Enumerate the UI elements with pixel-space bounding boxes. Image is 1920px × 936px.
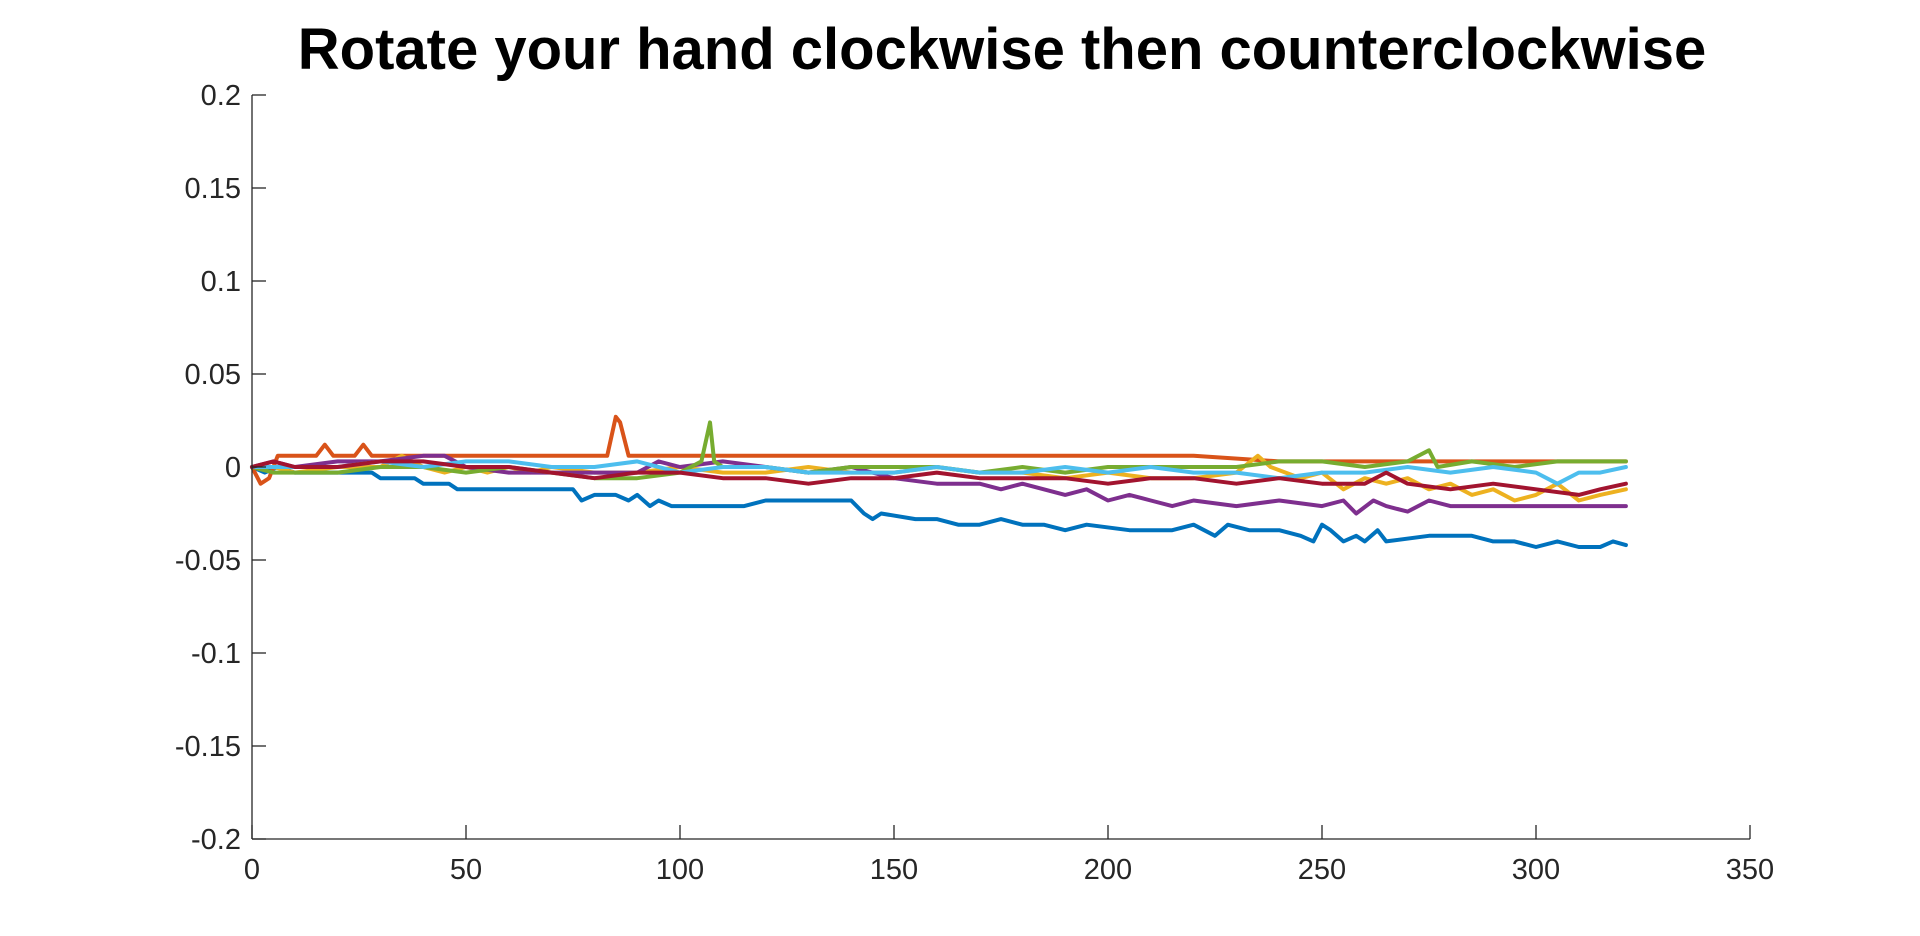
y-tick-label: 0.15: [185, 173, 241, 205]
x-tick-label: 350: [1726, 854, 1774, 886]
y-tick-label: -0.1: [191, 638, 241, 670]
x-tick-label: 0: [244, 854, 260, 886]
series-line-6: [250, 459, 1628, 486]
series-line-2: [250, 414, 1628, 486]
x-tick-label: 300: [1512, 854, 1560, 886]
series-line-7: [250, 459, 1628, 497]
series-layer: [250, 414, 1628, 549]
series-line-1: [250, 465, 1628, 549]
y-tick-label: -0.2: [191, 824, 241, 856]
x-tick-label: 150: [870, 854, 918, 886]
chart-title: Rotate your hand clockwise then counterc…: [298, 17, 1706, 82]
x-axis-ticks: 0 50 100 150 200 250 300 350: [244, 825, 1774, 886]
series-line-5: [250, 420, 1628, 481]
y-tick-label: 0.1: [201, 266, 241, 298]
x-tick-label: 200: [1084, 854, 1132, 886]
y-tick-label: 0: [225, 452, 241, 484]
y-axis-ticks: 0.2 0.15 0.1 0.05 0 -0.05 -0.1 -0.15 -0.2: [175, 80, 266, 856]
x-tick-label: 250: [1298, 854, 1346, 886]
y-tick-label: -0.05: [175, 545, 241, 577]
x-tick-label: 50: [450, 854, 482, 886]
y-tick-label: 0.2: [201, 80, 241, 112]
x-tick-label: 100: [656, 854, 704, 886]
y-tick-label: -0.15: [175, 731, 241, 763]
y-tick-label: 0.05: [185, 359, 241, 391]
